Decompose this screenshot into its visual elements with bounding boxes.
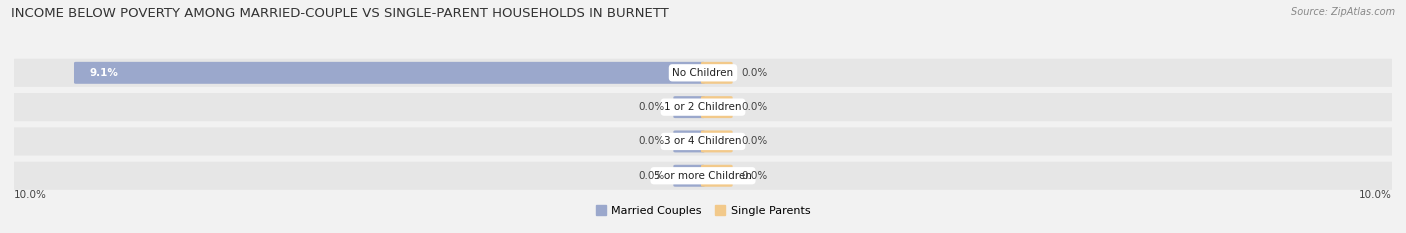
FancyBboxPatch shape [75,62,704,84]
Text: Source: ZipAtlas.com: Source: ZipAtlas.com [1291,7,1395,17]
FancyBboxPatch shape [702,165,733,187]
Text: 0.0%: 0.0% [741,102,768,112]
FancyBboxPatch shape [673,96,704,118]
Text: 0.0%: 0.0% [741,68,768,78]
FancyBboxPatch shape [11,59,1395,87]
FancyBboxPatch shape [702,96,733,118]
Text: 10.0%: 10.0% [14,190,46,200]
FancyBboxPatch shape [11,127,1395,155]
Text: 0.0%: 0.0% [638,137,665,146]
Text: 0.0%: 0.0% [638,171,665,181]
Text: 1 or 2 Children: 1 or 2 Children [664,102,742,112]
FancyBboxPatch shape [673,130,704,152]
FancyBboxPatch shape [702,130,733,152]
Text: 3 or 4 Children: 3 or 4 Children [664,137,742,146]
Text: 0.0%: 0.0% [638,102,665,112]
Text: 0.0%: 0.0% [741,137,768,146]
Text: 0.0%: 0.0% [741,171,768,181]
Text: 5 or more Children: 5 or more Children [654,171,752,181]
Text: No Children: No Children [672,68,734,78]
FancyBboxPatch shape [673,165,704,187]
FancyBboxPatch shape [11,162,1395,190]
FancyBboxPatch shape [11,93,1395,121]
Legend: Married Couples, Single Parents: Married Couples, Single Parents [592,201,814,221]
Text: 9.1%: 9.1% [90,68,118,78]
FancyBboxPatch shape [702,62,733,84]
Text: 10.0%: 10.0% [1360,190,1392,200]
Text: INCOME BELOW POVERTY AMONG MARRIED-COUPLE VS SINGLE-PARENT HOUSEHOLDS IN BURNETT: INCOME BELOW POVERTY AMONG MARRIED-COUPL… [11,7,669,20]
